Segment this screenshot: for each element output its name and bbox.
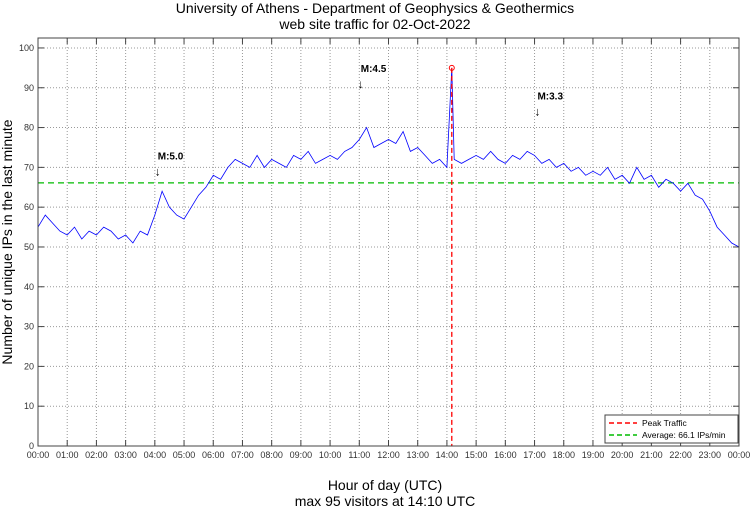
x-tick-label: 00:00	[27, 450, 50, 460]
y-tick-label: 30	[24, 322, 34, 332]
down-arrow-icon: ↓	[358, 77, 364, 91]
x-tick-label: 01:00	[56, 450, 79, 460]
x-tick-label: 21:00	[640, 450, 663, 460]
x-tick-label: 14:00	[436, 450, 459, 460]
y-tick-label: 90	[24, 83, 34, 93]
x-tick-label: 00:00	[728, 450, 750, 460]
x-tick-label: 04:00	[144, 450, 167, 460]
x-tick-label: 05:00	[173, 450, 196, 460]
x-tick-label: 09:00	[290, 450, 313, 460]
x-tick-label: 22:00	[669, 450, 692, 460]
y-tick-label: 10	[24, 401, 34, 411]
series-line	[37, 67, 740, 248]
down-arrow-icon: ↓	[155, 164, 161, 178]
x-tick-label: 15:00	[465, 450, 488, 460]
x-tick-label: 16:00	[494, 450, 517, 460]
x-tick-label: 20:00	[611, 450, 634, 460]
chart-footer: max 95 visitors at 14:10 UTC	[295, 493, 476, 509]
x-tick-label: 12:00	[377, 450, 400, 460]
y-tick-label: 60	[24, 202, 34, 212]
ticks: 00:00 01:00 02:00 03:00 04:00 05:00 06:00 07:00…	[19, 38, 750, 460]
y-tick-label: 100	[19, 43, 34, 53]
chart-title: University of Athens - Department of Geo…	[176, 0, 574, 16]
x-tick-label: 07:00	[231, 450, 254, 460]
x-tick-label: 17:00	[523, 450, 546, 460]
y-tick-label: 50	[24, 242, 34, 252]
x-tick-label: 11:00	[348, 450, 370, 460]
x-tick-label: 02:00	[85, 450, 108, 460]
grid	[38, 38, 739, 446]
y-tick-label: 80	[24, 123, 34, 133]
earthquake-annotation: M:4.5	[361, 64, 387, 75]
x-tick-label: 10:00	[319, 450, 342, 460]
y-tick-label: 40	[24, 282, 34, 292]
legend: Peak Traffic Average: 66.1 IPs/min	[604, 414, 739, 444]
x-tick-label: 19:00	[582, 450, 605, 460]
y-tick-label: 0	[29, 441, 34, 451]
x-tick-label: 13:00	[406, 450, 429, 460]
peak-marker	[448, 64, 455, 71]
legend-peak-label: Peak Traffic	[642, 418, 687, 428]
x-tick-label: 03:00	[114, 450, 137, 460]
x-axis-label: Hour of day (UTC)	[328, 477, 442, 493]
chart-subtitle: web site traffic for 02-Oct-2022	[278, 16, 470, 32]
earthquake-annotation: M:3.3	[537, 92, 563, 103]
x-tick-label: 08:00	[260, 450, 283, 460]
x-tick-label: 23:00	[699, 450, 722, 460]
x-tick-label: 06:00	[202, 450, 225, 460]
legend-average-label: Average: 66.1 IPs/min	[642, 430, 726, 440]
y-tick-label: 70	[24, 162, 34, 172]
y-axis-label: Number of unique IPs in the last minute	[0, 119, 15, 364]
x-tick-label: 18:00	[552, 450, 575, 460]
y-tick-label: 20	[24, 361, 34, 371]
series-group	[37, 67, 740, 248]
down-arrow-icon: ↓	[534, 105, 540, 119]
annotations: M:5.0 ↓ M:4.5 ↓ M:3.3 ↓	[155, 64, 564, 179]
earthquake-annotation: M:5.0	[158, 151, 184, 162]
peak-group	[448, 64, 455, 446]
